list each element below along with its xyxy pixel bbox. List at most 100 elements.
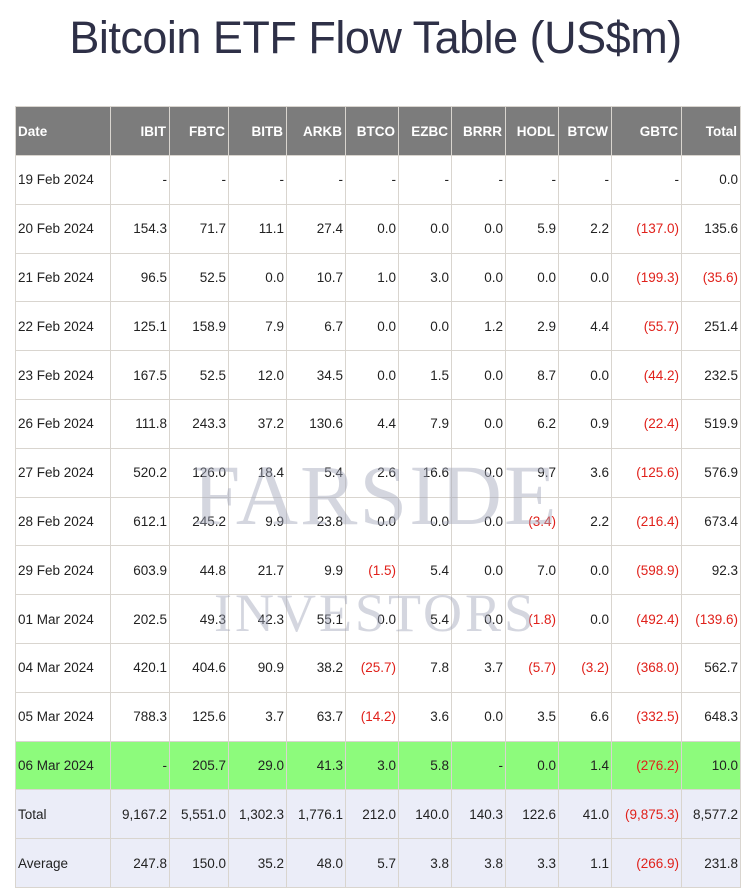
- table-cell: -: [110, 155, 170, 205]
- table-cell: 29.0: [228, 740, 287, 791]
- row-label-cell: 01 Mar 2024: [15, 594, 111, 644]
- table-row: 19 Feb 2024- - - - - - - - - -0.0: [15, 155, 741, 205]
- table-cell: 5,551.0: [169, 789, 229, 840]
- table-cell: 154.3: [110, 203, 170, 254]
- table-cell: 48.0: [286, 838, 346, 888]
- table-cell: 167.5: [110, 350, 170, 400]
- table-cell: -: [398, 155, 452, 205]
- table-cell: (276.2): [611, 740, 682, 791]
- row-label-cell: Total: [15, 789, 111, 840]
- table-cell: 4.4: [558, 301, 612, 352]
- table-cell: (332.5): [611, 691, 682, 742]
- table-cell: 12.0: [228, 350, 287, 400]
- table-cell: (9,875.3): [611, 789, 682, 840]
- table-cell: 1.1: [558, 838, 612, 888]
- table-cell: -: [286, 155, 346, 205]
- table-row: 20 Feb 2024 154.3 71.7 11.1 27.4 0.0 0.0 0.0 5.9…: [15, 203, 741, 254]
- table-cell: 5.4: [398, 594, 452, 644]
- table-cell: 5.4: [398, 545, 452, 596]
- table-cell: 18.4: [228, 447, 287, 498]
- table-cell: -: [169, 155, 229, 205]
- table-cell: 4.4: [345, 398, 399, 449]
- table-cell: 612.1: [110, 496, 170, 547]
- table-cell: (139.6): [681, 594, 741, 644]
- row-label-cell: 28 Feb 2024: [15, 496, 111, 547]
- table-cell: 38.2: [286, 642, 346, 693]
- column-header: FBTC: [169, 106, 229, 156]
- table-cell: 125.1: [110, 301, 170, 352]
- table-cell: (266.9): [611, 838, 682, 888]
- table-cell: 0.0: [451, 350, 506, 400]
- column-header: ARKB: [286, 106, 346, 156]
- table-cell: 420.1: [110, 642, 170, 693]
- table-cell: (3.4): [505, 496, 559, 547]
- table-cell: 3.7: [451, 642, 506, 693]
- table-cell: 0.0: [451, 447, 506, 498]
- table-row: 23 Feb 2024 167.5 52.5 12.0 34.5 0.0 1.5 0.0 8.7…: [15, 350, 741, 400]
- table-cell: 49.3: [169, 594, 229, 644]
- table-cell: 1.0: [345, 252, 399, 303]
- table-cell: 111.8: [110, 398, 170, 449]
- table-cell: 6.2: [505, 398, 559, 449]
- table-cell: 90.9: [228, 642, 287, 693]
- table-cell: 7.8: [398, 642, 452, 693]
- row-label-cell: 22 Feb 2024: [15, 301, 111, 352]
- table-cell: 10.0: [681, 740, 741, 791]
- table-cell: 7.9: [228, 301, 287, 352]
- table-cell: 0.0: [228, 252, 287, 303]
- table-cell: 2.6: [345, 447, 399, 498]
- table-cell: 6.7: [286, 301, 346, 352]
- table-cell: 122.6: [505, 789, 559, 840]
- table-cell: 1,302.3: [228, 789, 287, 840]
- row-label-cell: 26 Feb 2024: [15, 398, 111, 449]
- table-cell: 27.4: [286, 203, 346, 254]
- table-cell: 0.0: [505, 740, 559, 791]
- column-header: BTCW: [558, 106, 612, 156]
- table-cell: 34.5: [286, 350, 346, 400]
- table-cell: 52.5: [169, 350, 229, 400]
- table-cell: 562.7: [681, 642, 741, 693]
- table-row: 29 Feb 2024 603.9 44.8 21.7 9.9 (1.5) 5.4 0.0 7.…: [15, 545, 741, 596]
- table-cell: 2.2: [558, 203, 612, 254]
- table-cell: (598.9): [611, 545, 682, 596]
- table-cell: 5.7: [345, 838, 399, 888]
- table-cell: (368.0): [611, 642, 682, 693]
- table-cell: 3.0: [398, 252, 452, 303]
- table-cell: 41.3: [286, 740, 346, 791]
- table-cell: 576.9: [681, 447, 741, 498]
- table-cell: (137.0): [611, 203, 682, 254]
- page-title: Bitcoin ETF Flow Table (US$m): [69, 12, 682, 63]
- table-cell: 16.6: [398, 447, 452, 498]
- table-cell: (216.4): [611, 496, 682, 547]
- table-cell: 7.0: [505, 545, 559, 596]
- table-cell: (22.4): [611, 398, 682, 449]
- table-cell: 63.7: [286, 691, 346, 742]
- total-row: Total 9,167.2 5,551.0 1,302.3 1,776.1 212.0 14…: [15, 789, 741, 840]
- table-cell: 135.6: [681, 203, 741, 254]
- table-cell: (55.7): [611, 301, 682, 352]
- average-row: Average 247.8 150.0 35.2 48.0 5.7 3.8 3.8 3.3 1.1…: [15, 838, 741, 888]
- table-cell: 519.9: [681, 398, 741, 449]
- table-cell: 2.9: [505, 301, 559, 352]
- row-label-cell: 27 Feb 2024: [15, 447, 111, 498]
- table-cell: 2.2: [558, 496, 612, 547]
- table-cell: 0.0: [398, 496, 452, 547]
- table-cell: 0.0: [345, 350, 399, 400]
- table-cell: -: [611, 155, 682, 205]
- table-cell: 41.0: [558, 789, 612, 840]
- table-cell: 140.0: [398, 789, 452, 840]
- table-cell: 603.9: [110, 545, 170, 596]
- table-cell: 140.3: [451, 789, 506, 840]
- row-label-cell: 19 Feb 2024: [15, 155, 111, 205]
- table-cell: 52.5: [169, 252, 229, 303]
- table-row-highlighted: 06 Mar 2024-205.7 29.0 41.3 3.0 5.8-0.0 1.4 (2…: [15, 740, 741, 791]
- row-label-cell: 04 Mar 2024: [15, 642, 111, 693]
- column-header: BTCO: [345, 106, 399, 156]
- column-header: EZBC: [398, 106, 452, 156]
- column-header: Total: [681, 106, 741, 156]
- table-cell: 3.5: [505, 691, 559, 742]
- table-cell: 0.0: [398, 301, 452, 352]
- table-cell: (125.6): [611, 447, 682, 498]
- column-header: GBTC: [611, 106, 682, 156]
- table-cell: 247.8: [110, 838, 170, 888]
